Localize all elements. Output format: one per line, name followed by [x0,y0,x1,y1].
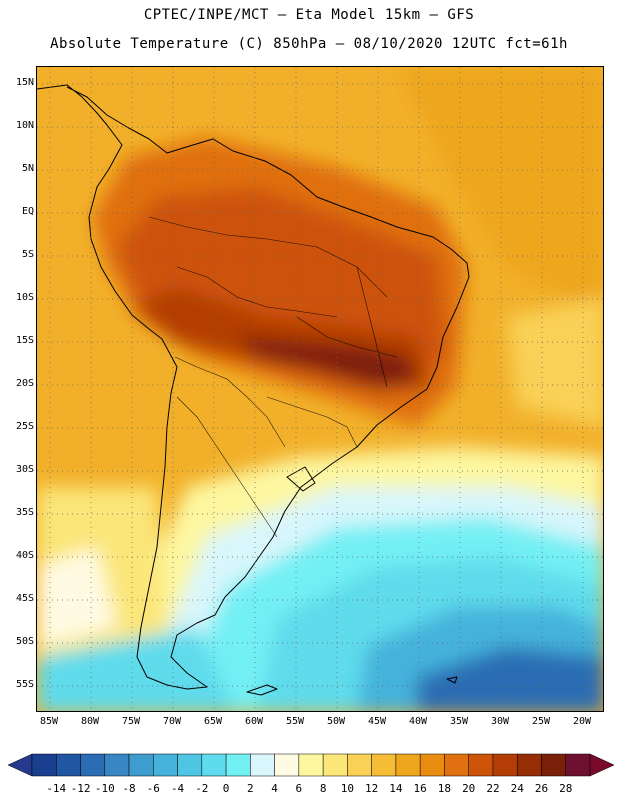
colorbar-segment [565,753,591,777]
lat-tick-label: 40S [15,550,34,561]
lat-tick-label: 20S [15,378,34,389]
lat-tick-label: 30S [15,464,34,475]
lon-tick-label: 60W [244,716,264,727]
colorbar-segment [153,753,178,777]
lat-tick-label: 15S [15,335,34,346]
colorbar-tick-label: -2 [195,782,209,795]
border-brazil-states-1 [356,266,388,388]
colorbar-tick-label: 18 [437,782,452,795]
chart-title-line-2: Absolute Temperature (C) 850hPa — 08/10/… [50,36,568,52]
colorbar-segment [56,753,81,777]
field-north-atlantic [397,67,603,316]
colorbar-segment [516,753,542,777]
colorbar-tick-label: 22 [486,782,500,795]
colorbar-tick-label: -8 [122,782,136,795]
colorbar-tick-label: 16 [413,782,427,795]
colorbar-tick-label: 26 [534,782,549,795]
colorbar-segment [274,753,300,777]
lon-tick-label: 65W [203,716,223,727]
colorbar-tick-label: 24 [510,782,524,795]
lat-tick-label: 10N [15,120,34,131]
country-borders [148,216,398,538]
colorbar-segment [177,753,203,777]
colorbar-tick-label: 20 [462,782,476,795]
lon-tick-label: 45W [367,716,387,727]
colorbar-segment [541,753,566,777]
lon-tick-label: 80W [80,716,100,727]
colorbar [7,753,615,777]
colorbar-tick-label: 8 [319,782,327,795]
colorbar-tick-label: 10 [340,782,355,795]
colorbar-segment [31,753,57,777]
colorbar-segment [104,753,130,777]
lon-tick-label: 75W [121,716,141,727]
border-brazil-south [266,396,358,448]
colorbar-segment [468,753,494,777]
colorbar-segment [492,753,518,777]
lat-tick-label: 5S [21,249,34,260]
colorbar-tick-label: 12 [365,782,379,795]
colorbar-segment [250,753,275,777]
colorbar-segment [371,753,397,777]
colorbar-tick-label: -14 [46,782,67,795]
colorbar-tick-label: 0 [222,782,230,795]
colorbar-segment [444,753,469,777]
lon-tick-label: 20W [572,716,592,727]
field-south-m8c [417,647,603,711]
coastline-falklands [246,684,278,696]
lat-tick-label: 25S [15,421,34,432]
field-hot-core-26c [237,337,417,385]
colorbar-tick-label: 2 [247,782,254,795]
colorbar-segment [347,753,372,777]
lat-tick-label: 35S [15,507,34,518]
colorbar-segment [298,753,324,777]
lat-tick-label: 5N [21,163,34,174]
coastline-south-america [37,84,470,690]
colorbar-tick-label: -12 [70,782,91,795]
colorbar-segment [395,753,421,777]
border-argentina-chile [176,396,278,538]
colorbar-segment [128,753,154,777]
chart-title-line-1: CPTEC/INPE/MCT — Eta Model 15km — GFS [143,7,475,23]
lon-tick-label: 85W [39,716,59,727]
colorbar-segment [80,753,106,777]
coastline [37,84,470,696]
colorbar-tick-label: -6 [146,782,160,795]
field-far-south-2c [37,627,237,711]
lon-tick-label: 55W [285,716,305,727]
colorbar-segment [322,753,348,777]
lon-tick-label: 25W [531,716,551,727]
field-pacific-8c [37,547,117,647]
temperature-map [37,67,603,711]
colorbar-tick-label: 4 [271,782,278,795]
border-peru-brazil [176,266,338,318]
lon-tick-label: 50W [326,716,346,727]
colorbar-tick-label: 6 [295,782,303,795]
lon-tick-label: 35W [449,716,469,727]
colorbar-segment [201,753,227,777]
map-plot-area [36,66,604,712]
lat-tick-label: 15N [15,77,34,88]
colorbar-overflow-arrow [589,753,615,777]
lon-tick-label: 70W [162,716,182,727]
border-bolivia-paraguay [174,356,286,448]
colorbar-tick-label: 14 [389,782,403,795]
colorbar-tick-label: -4 [170,782,185,795]
colorbar-tick-label: -10 [94,782,115,795]
colorbar-tick-label: 28 [559,782,573,795]
lat-tick-label: 45S [15,593,34,604]
lat-tick-label: 55S [15,679,34,690]
lon-tick-label: 40W [408,716,428,727]
lon-tick-label: 30W [490,716,510,727]
lat-tick-label: 50S [15,636,34,647]
colorbar-underflow-arrow [7,753,33,777]
field-atlantic-14c [507,297,603,427]
colorbar-segment [419,753,445,777]
coastline-south-georgia [446,676,458,684]
lat-tick-label: EQ [21,206,34,217]
lat-tick-label: 10S [15,292,34,303]
colorbar-segment [225,753,251,777]
coastline-la-plata [286,466,316,492]
